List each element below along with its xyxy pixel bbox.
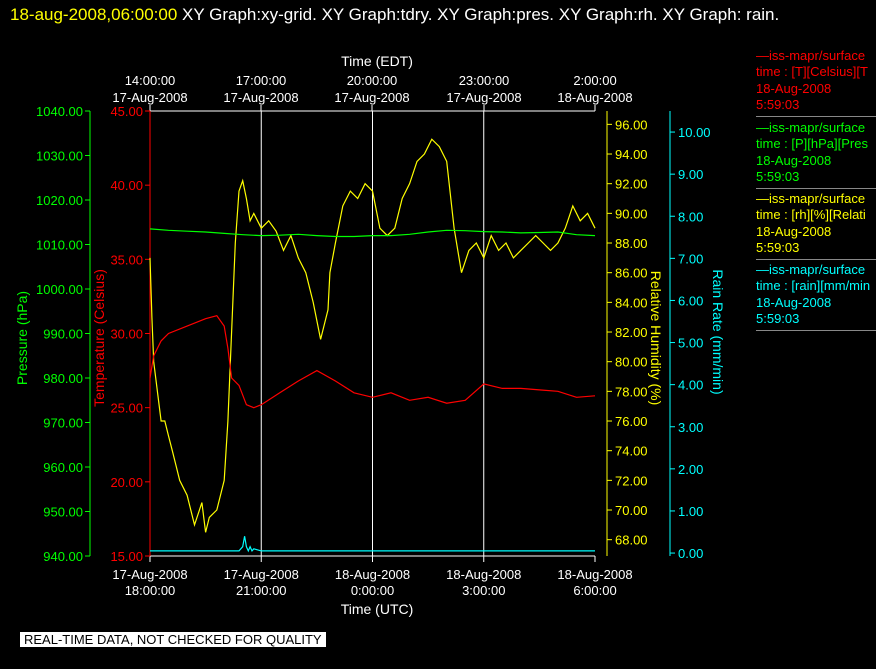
x-bottom-tick-label: 18:00:00 <box>125 583 176 598</box>
legend-entry: —iss-mapr/surface time : [rh][%][Relati 18… <box>756 191 876 261</box>
temperature-tick-label: 45.00 <box>110 104 143 119</box>
x-top-tick-label: 17-Aug-2008 <box>223 90 298 105</box>
humidity-tick-label: 92.00 <box>615 177 648 192</box>
humidity-tick-label: 84.00 <box>615 295 648 310</box>
legend-entry: —iss-mapr/surface time : [rain][mm/min 18-… <box>756 262 876 332</box>
pressure-tick-label: 1000.00 <box>36 282 83 297</box>
x-bottom-tick-label: 18-Aug-2008 <box>446 567 521 582</box>
temperature-tick-label: 25.00 <box>110 401 143 416</box>
pressure-tick-label: 1040.00 <box>36 104 83 119</box>
legend-entry: —iss-mapr/surface time : [T][Celsius][T 18… <box>756 48 876 118</box>
legend-entry-line2: 18-Aug-2008 <box>756 294 832 310</box>
x-top-tick-label: 20:00:00 <box>347 73 398 88</box>
x-bottom-axis-title: Time (UTC) <box>341 601 414 617</box>
rain-tick-label: 2.00 <box>678 462 703 477</box>
x-top-tick-label: 17-Aug-2008 <box>334 90 409 105</box>
pressure-series-line <box>149 228 596 238</box>
rain-tick-label: 6.00 <box>678 293 703 308</box>
rain-series-line <box>150 536 595 553</box>
rain-tick-label: 9.00 <box>678 167 703 182</box>
pressure-tick-label: 940.00 <box>43 549 83 564</box>
humidity-tick-label: 82.00 <box>615 325 648 340</box>
rain-tick-label: 7.00 <box>678 251 703 266</box>
rain-tick-label: 8.00 <box>678 209 703 224</box>
quality-banner: REAL-TIME DATA, NOT CHECKED FOR QUALITY <box>20 632 326 647</box>
title-text: XY Graph:xy-grid. XY Graph:tdry. XY Grap… <box>182 5 780 24</box>
legend-entry-name: —iss-mapr/surface <box>756 48 866 63</box>
humidity-tick-label: 76.00 <box>615 414 648 429</box>
humidity-tick-label: 78.00 <box>615 384 648 399</box>
pressure-axis-title: Pressure (hPa) <box>14 291 30 385</box>
x-bottom-tick-label: 18-Aug-2008 <box>335 567 410 582</box>
legend-entry-name: —iss-mapr/surface <box>756 262 866 277</box>
rain-tick-label: 5.00 <box>678 336 703 351</box>
legend-entry-line3: 5:59:03 <box>756 239 800 255</box>
x-top-tick-label: 14:00:00 <box>125 73 176 88</box>
x-bottom-tick-label: 17-Aug-2008 <box>112 567 187 582</box>
humidity-tick-label: 72.00 <box>615 473 648 488</box>
pressure-tick-label: 1010.00 <box>36 238 83 253</box>
temperature-tick-label: 15.00 <box>110 549 143 564</box>
rain-tick-label: 3.00 <box>678 420 703 435</box>
x-bottom-tick-label: 17-Aug-2008 <box>224 567 299 582</box>
x-top-tick-label: 17-Aug-2008 <box>446 90 521 105</box>
rain-tick-label: 0.00 <box>678 546 703 561</box>
legend-entry-line3: 5:59:03 <box>756 310 800 326</box>
rain-tick-label: 1.00 <box>678 504 703 519</box>
pressure-tick-label: 960.00 <box>43 460 83 475</box>
pressure-tick-label: 970.00 <box>43 416 83 431</box>
temperature-axis-title: Temperature (Celsius) <box>91 269 107 407</box>
x-bottom-tick-label: 0:00:00 <box>351 583 394 598</box>
x-top-tick-label: 17:00:00 <box>236 73 287 88</box>
x-bottom-tick-label: 21:00:00 <box>236 583 287 598</box>
rain-axis-title: Rain Rate (mm/min) <box>710 269 726 394</box>
legend-entry-name: —iss-mapr/surface <box>756 120 866 135</box>
title-date: 18-aug-2008,06:00:00 <box>10 5 178 24</box>
legend-entry-line3: 5:59:03 <box>756 168 800 184</box>
humidity-tick-label: 68.00 <box>615 533 648 548</box>
legend-entry-line2: 18-Aug-2008 <box>756 152 832 168</box>
legend-entry-line3: 5:59:03 <box>756 96 800 112</box>
humidity-axis-title: Relative Humidity (%) <box>648 271 664 406</box>
pressure-tick-label: 1030.00 <box>36 149 83 164</box>
temperature-series-line <box>149 315 596 409</box>
x-top-axis-title: Time (EDT) <box>341 53 413 69</box>
legend-entry-line2: 18-Aug-2008 <box>756 80 832 96</box>
temperature-tick-label: 30.00 <box>110 327 143 342</box>
pressure-tick-label: 990.00 <box>43 327 83 342</box>
pressure-tick-label: 980.00 <box>43 371 83 386</box>
temperature-tick-label: 40.00 <box>110 178 143 193</box>
humidity-tick-label: 70.00 <box>615 503 648 518</box>
rain-tick-label: 4.00 <box>678 378 703 393</box>
humidity-tick-label: 88.00 <box>615 236 648 251</box>
humidity-tick-label: 74.00 <box>615 444 648 459</box>
legend-entry-line1: time : [T][Celsius][T <box>756 64 868 80</box>
legend-entry-name: —iss-mapr/surface <box>756 191 866 206</box>
humidity-tick-label: 94.00 <box>615 147 648 162</box>
x-bottom-tick-label: 3:00:00 <box>462 583 505 598</box>
pressure-tick-label: 1020.00 <box>36 193 83 208</box>
x-top-tick-label: 2:00:00 <box>573 73 616 88</box>
humidity-tick-label: 80.00 <box>615 355 648 370</box>
temperature-tick-label: 35.00 <box>110 252 143 267</box>
temperature-tick-label: 20.00 <box>110 475 143 490</box>
humidity-tick-label: 96.00 <box>615 117 648 132</box>
legend-entry-line1: time : [rh][%][Relati <box>756 207 866 223</box>
humidity-tick-label: 86.00 <box>615 266 648 281</box>
x-top-tick-label: 17-Aug-2008 <box>112 90 187 105</box>
legend-entry-line2: 18-Aug-2008 <box>756 223 832 239</box>
x-bottom-tick-label: 18-Aug-2008 <box>557 567 632 582</box>
chart-title: 18-aug-2008,06:00:00 XY Graph:xy-grid. X… <box>10 2 866 28</box>
legend-entry: —iss-mapr/surface time : [P][hPa][Pres 18-… <box>756 120 876 190</box>
rain-tick-label: 10.00 <box>678 125 711 140</box>
humidity-tick-label: 90.00 <box>615 206 648 221</box>
x-top-tick-label: 23:00:00 <box>459 73 510 88</box>
x-top-tick-label: 18-Aug-2008 <box>557 90 632 105</box>
humidity-series-line <box>149 138 596 533</box>
legend-entry-line1: time : [P][hPa][Pres <box>756 136 868 152</box>
legend-entry-line1: time : [rain][mm/min <box>756 278 871 294</box>
pressure-tick-label: 950.00 <box>43 505 83 520</box>
x-bottom-tick-label: 6:00:00 <box>573 583 616 598</box>
